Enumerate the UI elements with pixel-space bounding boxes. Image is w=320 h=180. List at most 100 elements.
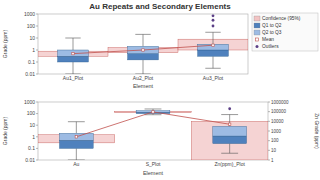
whisker-cap [145,114,162,115]
y-tick-label: 0.01 [25,157,35,163]
y-tick-label: 1 [32,47,35,53]
y2-tick-label: 1 [271,158,274,163]
y2-tick [268,140,270,141]
whisker-low [229,144,230,154]
x-tick-label: Zn(ppm)_Plot [215,161,246,167]
y-tick [36,113,38,114]
y2-tick [268,111,270,112]
mean-marker [75,136,77,138]
y-label: Grade (ppm) [2,116,8,145]
y-tick-label: 1000 [24,99,35,105]
legend-swatch [254,16,260,21]
confidence [191,121,268,160]
whisker-cap [68,160,85,161]
chart: Au Repeats and Secondary Elements 0.01 0.1… [0,0,320,180]
y-tick-label: 1 [32,134,35,140]
x-tick-label: S_Plot [146,161,161,167]
y2-tick [268,131,270,132]
y-label: Grade (ppm) [2,29,8,58]
y-tick [36,26,38,27]
x-label: Element [133,83,154,89]
title: Au Repeats and Secondary Elements [89,2,231,11]
whisker-cap [135,34,150,35]
whisker-cap [221,153,238,154]
legend-swatch [254,30,260,35]
mean-line [76,112,229,137]
y-tick [36,102,38,103]
whisker-cap [205,68,220,69]
y2-tick [268,150,270,151]
legend-label: Mean [262,37,274,42]
whisker-high [229,115,230,127]
y2-tick [268,160,270,161]
box-upper [128,46,159,53]
marks [38,107,268,160]
whisker-low [213,56,214,68]
box-lower [213,136,247,144]
mean-marker [72,52,74,54]
legend-swatch [256,38,259,41]
y2-tick-label: 100000 [271,109,287,114]
whisker-cap [221,114,238,115]
plot-frame [38,102,268,160]
whisker-cap [145,108,162,109]
y-tick [36,50,38,51]
y-tick-label: 0.01 [25,71,35,77]
y-tick-label: 0.1 [28,145,35,151]
legend-label: Q2 to Q3 [262,30,282,35]
whisker-low [143,60,144,74]
box-lower [198,50,229,56]
y2-tick-label: 1000 [271,129,282,134]
y-tick-label: 0.1 [28,59,35,65]
y-tick [36,148,38,149]
box-upper [136,111,170,113]
mean-line [73,45,213,53]
x-label: Element [143,170,164,176]
box-upper [59,133,93,140]
box-upper [213,126,247,136]
legend-swatch [256,45,259,48]
x-tick-label: Au3_Plot [203,75,224,81]
mean-marker [152,111,154,113]
whisker-high [73,38,74,50]
mean-marker [228,123,230,125]
box-lower [58,56,89,62]
whisker-high [213,32,214,44]
whisker-cap [65,74,80,75]
box-lower [59,140,93,148]
y2-label: Zn Grade (ppm) [314,113,320,149]
outlier [212,14,215,17]
marks [38,14,248,74]
y-tick [36,14,38,15]
y2-tick-label: 10000 [271,119,284,124]
x-tick-label: Au [73,161,79,167]
whisker-cap [65,38,80,39]
y-tick-label: 10 [29,122,35,128]
whisker-cap [68,121,85,122]
y-tick-label: 100 [27,23,36,29]
whisker-high [143,34,144,46]
box-upper [198,44,229,50]
y-tick [36,136,38,137]
legend-label: Confidence (95%) [262,16,301,21]
y2-tick-label: 100 [271,138,279,143]
confidence [115,111,192,112]
mean-marker [212,44,214,46]
whisker-low [73,62,74,74]
y-tick [36,62,38,63]
box-lower [128,54,159,60]
legend [252,13,318,51]
outlier [212,19,215,22]
legend-swatch [254,23,260,28]
x-tick-label: Au1_Plot [63,75,84,81]
mean-marker [142,49,144,51]
plot-frame [38,14,248,74]
whisker-high [76,122,77,134]
x-tick-label: Au2_Plot [133,75,154,81]
y2-tick-label: 1000000 [271,100,289,105]
y-tick-label: 100 [27,110,36,116]
legend-label: Outliers [262,44,279,49]
outlier [212,25,215,28]
y-tick [36,125,38,126]
whisker-low [76,148,77,160]
